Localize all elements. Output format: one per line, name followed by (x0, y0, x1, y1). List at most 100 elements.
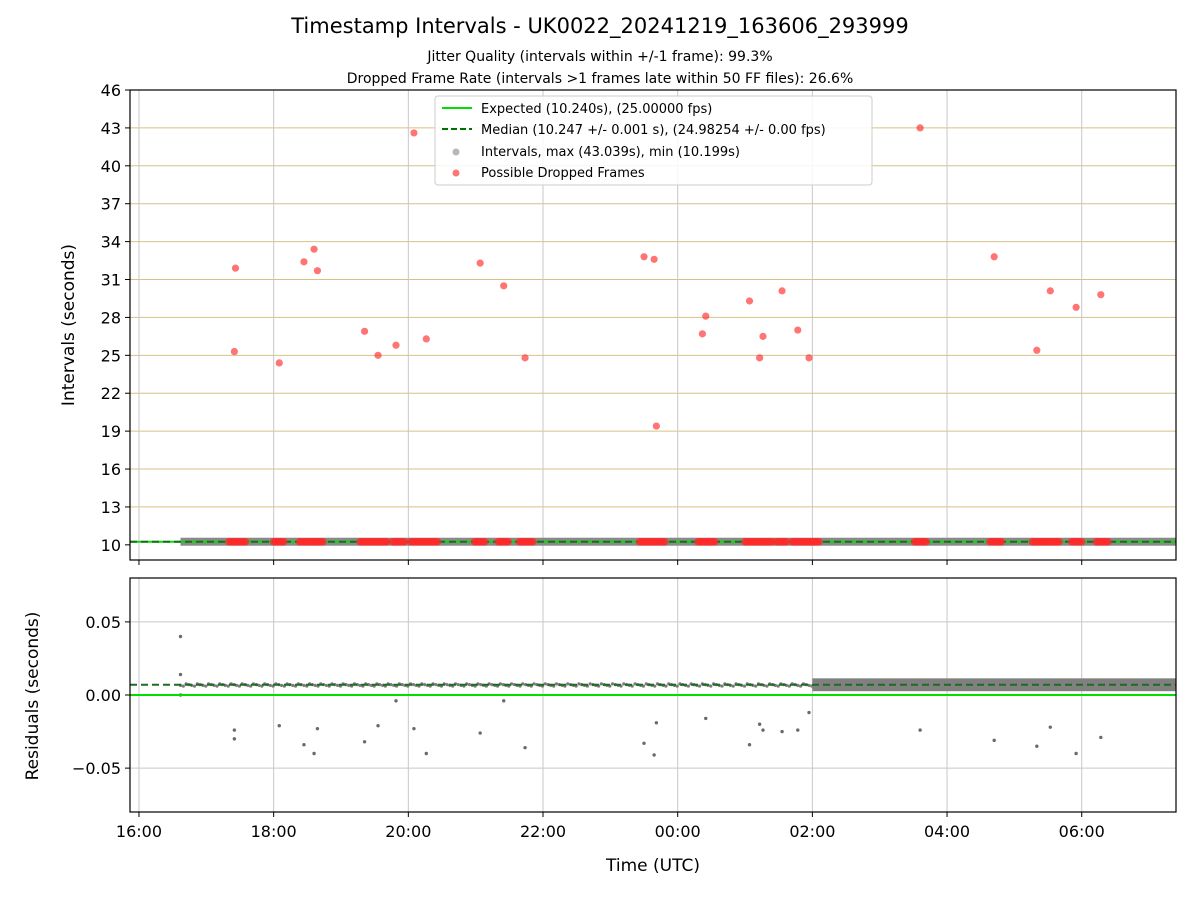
residual-outlier-point (654, 721, 659, 725)
dropped-frame-baseline-point (922, 538, 931, 546)
dropped-frame-point (374, 351, 382, 359)
residual-point (324, 683, 329, 687)
top-y-tick-label: 19 (101, 422, 121, 441)
residual-outlier-point (918, 728, 922, 732)
top-plot-data (130, 124, 1177, 546)
residual-outlier-point (502, 699, 506, 703)
dropped-frame-point (410, 129, 418, 137)
residual-point (358, 683, 362, 687)
dropped-frame-baseline-point (815, 538, 823, 546)
residual-outlier-point (1074, 751, 1078, 756)
x-tick-label: 04:00 (924, 822, 970, 841)
dropped-frame-baseline-point (433, 538, 442, 546)
dropped-frame-baseline-point (279, 538, 288, 546)
x-tick-label: 16:00 (116, 822, 162, 841)
dropped-frame-point (756, 354, 764, 362)
legend-median-label: Median (10.247 +/- 0.001 s), (24.98254 +… (481, 123, 826, 138)
dropped-frame-baseline-point (319, 538, 327, 546)
dropped-frame-point (745, 297, 754, 305)
dropped-frame-baseline-point (504, 538, 513, 546)
dropped-frame-point (360, 327, 369, 335)
residual-point (291, 683, 295, 687)
bottom-y-tick-label: 0.05 (85, 613, 121, 632)
residual-point (610, 682, 615, 686)
residual-point (192, 684, 197, 688)
dropped-frame-point (231, 264, 240, 272)
dropped-frame-point (300, 258, 308, 266)
dropped-frame-baseline-point (241, 538, 250, 546)
top-y-tick-label: 37 (101, 195, 121, 214)
dropped-frame-baseline-point (383, 538, 391, 546)
dropped-frame-point (422, 335, 430, 343)
dropped-frame-point (476, 259, 484, 267)
residual-point (336, 683, 340, 687)
dropped-frame-point (759, 332, 767, 340)
dropped-frame-baseline-point (400, 538, 409, 546)
legend-dropped-swatch (452, 169, 460, 177)
dropped-frame-baseline-point (660, 538, 669, 546)
residual-point (543, 682, 547, 686)
top-y-tick-label: 22 (101, 384, 121, 403)
top-axis-ticks: 10 13 16 19 22 25 28 31 34 37 40 43 46 (101, 81, 1083, 565)
dropped-frame-point (1046, 287, 1054, 295)
legend-expected-label: Expected (10.240s), (25.00000 fps) (481, 102, 712, 117)
residual-outlier-point (704, 716, 708, 721)
top-y-tick-label: 13 (101, 498, 121, 517)
residual-outlier-point (807, 710, 811, 715)
residual-point (479, 683, 483, 687)
residual-outlier-point (376, 724, 380, 728)
residual-point (577, 682, 581, 686)
residual-point (181, 684, 185, 688)
dropped-frame-rate-subtitle: Dropped Frame Rate (intervals >1 frames … (346, 71, 854, 87)
residual-point (754, 684, 758, 688)
residual-outlier-point (652, 753, 656, 757)
x-tick-label: 20:00 (385, 822, 431, 841)
residual-outlier-point (362, 740, 367, 744)
dropped-frame-point (1097, 291, 1105, 299)
top-y-tick-label: 34 (101, 233, 121, 252)
dropped-frame-baseline-point (1077, 538, 1086, 546)
chart-title: Timestamp Intervals - UK0022_20241219_16… (291, 14, 909, 38)
dropped-frame-point (275, 359, 283, 367)
residual-point (588, 682, 592, 686)
legend-intervals-label: Intervals, max (43.039s), min (10.199s) (481, 145, 740, 160)
residual-outlier-point (312, 751, 316, 756)
residual-point (302, 683, 306, 687)
dropped-frame-point (650, 255, 658, 263)
dropped-frame-baseline-point (710, 538, 719, 546)
dropped-frame-point (794, 326, 802, 334)
residual-point (411, 683, 415, 687)
residual-point (675, 684, 679, 688)
dropped-frame-point (313, 267, 322, 275)
dropped-frame-point (392, 341, 400, 349)
bottom-axis-ticks: 16:00 18:00 20:00 22:00 00:00 02:00 04:00 06:00… (72, 613, 1105, 841)
residual-point (400, 683, 404, 687)
residual-point (456, 683, 460, 687)
residual-point (215, 684, 219, 688)
dropped-frame-point (698, 330, 706, 338)
residual-point (731, 684, 735, 688)
residual-point (633, 682, 637, 686)
residual-outlier-point (1035, 744, 1039, 748)
residual-outlier-point (1048, 725, 1053, 729)
residual-point (697, 684, 702, 688)
residual-point (423, 683, 427, 687)
dropped-frame-point (702, 312, 710, 320)
dropped-frame-point (652, 422, 660, 430)
top-y-tick-label: 28 (101, 308, 121, 327)
legend-dropped-label: Possible Dropped Frames (481, 166, 645, 181)
bottom-y-tick-label: 0.00 (85, 686, 121, 705)
residual-outlier-point (302, 743, 306, 747)
dropped-frame-baseline-point (529, 538, 537, 546)
residual-point (434, 683, 438, 687)
residual-point (532, 682, 536, 686)
top-y-axis-label: Intervals (seconds) (59, 244, 79, 406)
dropped-frame-baseline-point (1104, 538, 1112, 546)
residual-point (709, 684, 713, 688)
dropped-frame-point (310, 245, 318, 253)
residual-outlier-point (757, 722, 762, 726)
residual-point (257, 683, 261, 687)
residual-outlier-point (232, 728, 237, 732)
dropped-frame-baseline-point (480, 538, 489, 546)
top-y-tick-label: 25 (101, 346, 121, 365)
